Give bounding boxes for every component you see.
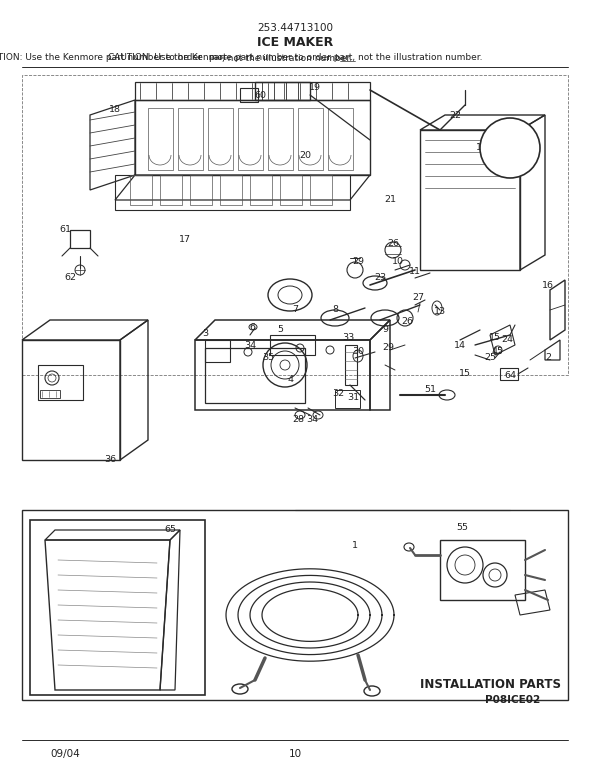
Text: 62: 62: [64, 274, 76, 283]
Text: 34: 34: [244, 341, 256, 349]
Text: 55: 55: [456, 523, 468, 533]
Text: 8: 8: [332, 306, 338, 315]
Text: 26: 26: [387, 238, 399, 248]
Text: 7: 7: [292, 306, 298, 315]
Text: 13: 13: [434, 307, 446, 316]
Bar: [205, 348, 305, 403]
Text: 11: 11: [409, 267, 421, 277]
Text: 23: 23: [374, 273, 386, 281]
Text: 19: 19: [309, 83, 321, 92]
Text: 31: 31: [347, 393, 359, 403]
Bar: [270, 335, 315, 355]
Text: 51: 51: [424, 386, 436, 394]
Bar: [240, 88, 258, 102]
Text: 24: 24: [501, 335, 513, 345]
Text: CAUTION: Use the Kenmore part number to order part, not the illustration number.: CAUTION: Use the Kenmore part number to …: [108, 53, 482, 63]
Text: 25: 25: [484, 354, 496, 362]
Text: 30: 30: [352, 348, 364, 357]
Text: 28: 28: [292, 416, 304, 425]
Text: 6: 6: [249, 323, 255, 332]
Bar: [40, 390, 60, 398]
Text: 26: 26: [401, 318, 413, 326]
Text: 20: 20: [299, 151, 311, 160]
Text: 60: 60: [254, 90, 266, 99]
Text: 15: 15: [489, 334, 501, 342]
Text: 4: 4: [287, 375, 293, 384]
Text: 18: 18: [109, 105, 121, 115]
Text: 45: 45: [491, 348, 503, 357]
Text: 27: 27: [412, 293, 424, 303]
Bar: [345, 345, 357, 385]
Text: 12: 12: [490, 143, 506, 153]
Text: 15: 15: [459, 368, 471, 377]
Text: 5: 5: [277, 325, 283, 335]
Text: 9: 9: [382, 325, 388, 335]
Text: 32: 32: [332, 389, 344, 397]
Text: 3: 3: [202, 329, 208, 338]
Text: 34: 34: [306, 416, 318, 425]
Bar: [38, 365, 83, 400]
Bar: [205, 340, 230, 362]
Bar: [335, 390, 360, 408]
Text: 10: 10: [289, 749, 301, 759]
Text: 35: 35: [262, 354, 274, 362]
Text: 17: 17: [179, 235, 191, 244]
Text: 65: 65: [164, 526, 176, 535]
Text: 61: 61: [59, 225, 71, 235]
Text: 16: 16: [542, 280, 554, 290]
Text: 253.44713100: 253.44713100: [257, 23, 333, 33]
Text: 21: 21: [384, 196, 396, 205]
Text: 10: 10: [392, 257, 404, 267]
Bar: [22, 510, 568, 700]
Text: CAUTION: Use the Kenmore part number to order: CAUTION: Use the Kenmore part number to …: [0, 53, 205, 63]
Text: 1: 1: [352, 540, 358, 549]
Text: P08ICE02: P08ICE02: [485, 695, 540, 705]
Text: 22: 22: [449, 111, 461, 119]
Text: 14: 14: [454, 341, 466, 349]
Text: 12: 12: [476, 144, 488, 153]
Text: 64: 64: [504, 371, 516, 380]
Bar: [30, 520, 205, 695]
Text: INSTALLATION PARTS: INSTALLATION PARTS: [419, 678, 560, 691]
Bar: [22, 75, 568, 375]
Text: 33: 33: [342, 334, 354, 342]
Text: 29: 29: [352, 257, 364, 267]
Text: 09/04: 09/04: [50, 749, 80, 759]
Circle shape: [480, 118, 540, 178]
Text: 29: 29: [382, 344, 394, 352]
Text: 2: 2: [545, 354, 551, 362]
Text: part: part: [208, 53, 227, 63]
Text: , not the illustration number.: , not the illustration number.: [222, 53, 352, 63]
Text: ICE MAKER: ICE MAKER: [257, 35, 333, 48]
Text: 36: 36: [104, 455, 116, 465]
